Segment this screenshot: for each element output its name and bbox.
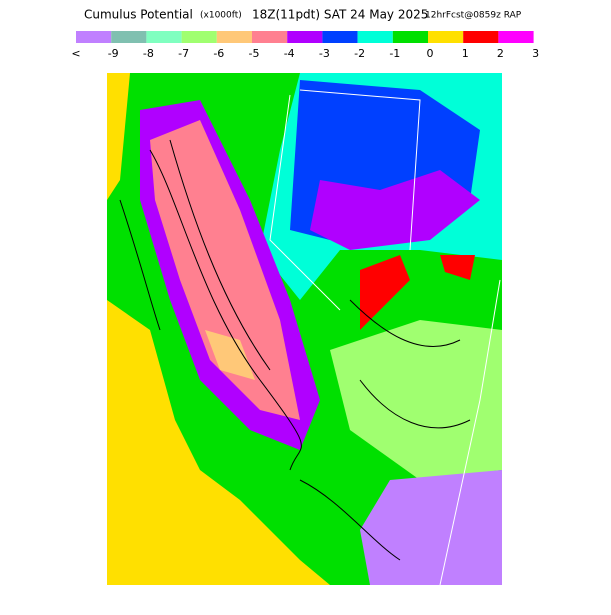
color-swatch [428, 31, 464, 43]
color-swatch [181, 31, 217, 43]
colorbar-label: -9 [108, 47, 119, 60]
colorbar-label: -6 [213, 47, 224, 60]
colorbar: < -9 -8 -7 -6 -5 -4 -3 -2 -1 0 1 2 3 [71, 31, 539, 60]
colorbar-label: -1 [389, 47, 400, 60]
forecast: 12hrFcst@0859z RAP [425, 11, 522, 21]
colorbar-label: -3 [319, 47, 330, 60]
valid-time: 18Z(11pdt) SAT 24 May 2025 [252, 8, 428, 22]
color-swatch [463, 31, 499, 43]
map [107, 73, 502, 586]
color-swatch [216, 31, 252, 43]
color-swatch [111, 31, 147, 43]
color-swatch [287, 31, 323, 43]
colorbar-label: -7 [178, 47, 189, 60]
colorbar-label: -8 [143, 47, 154, 60]
colorbar-label: 1 [462, 47, 469, 60]
colorbar-label: -4 [284, 47, 295, 60]
title: Cumulus Potential [84, 8, 193, 22]
colorbar-label: 2 [497, 47, 504, 60]
color-swatch [76, 31, 112, 43]
color-swatch [392, 31, 428, 43]
color-swatch [498, 31, 534, 43]
color-swatch [322, 31, 358, 43]
colorbar-label: 3 [532, 47, 539, 60]
colorbar-label: -2 [354, 47, 365, 60]
units: (x1000ft) [200, 11, 242, 21]
color-swatch [357, 31, 393, 43]
colorbar-label: -5 [249, 47, 260, 60]
colorbar-label: 0 [427, 47, 434, 60]
color-swatch [146, 31, 182, 43]
color-swatch [252, 31, 288, 43]
colorbar-label: < [71, 47, 80, 60]
